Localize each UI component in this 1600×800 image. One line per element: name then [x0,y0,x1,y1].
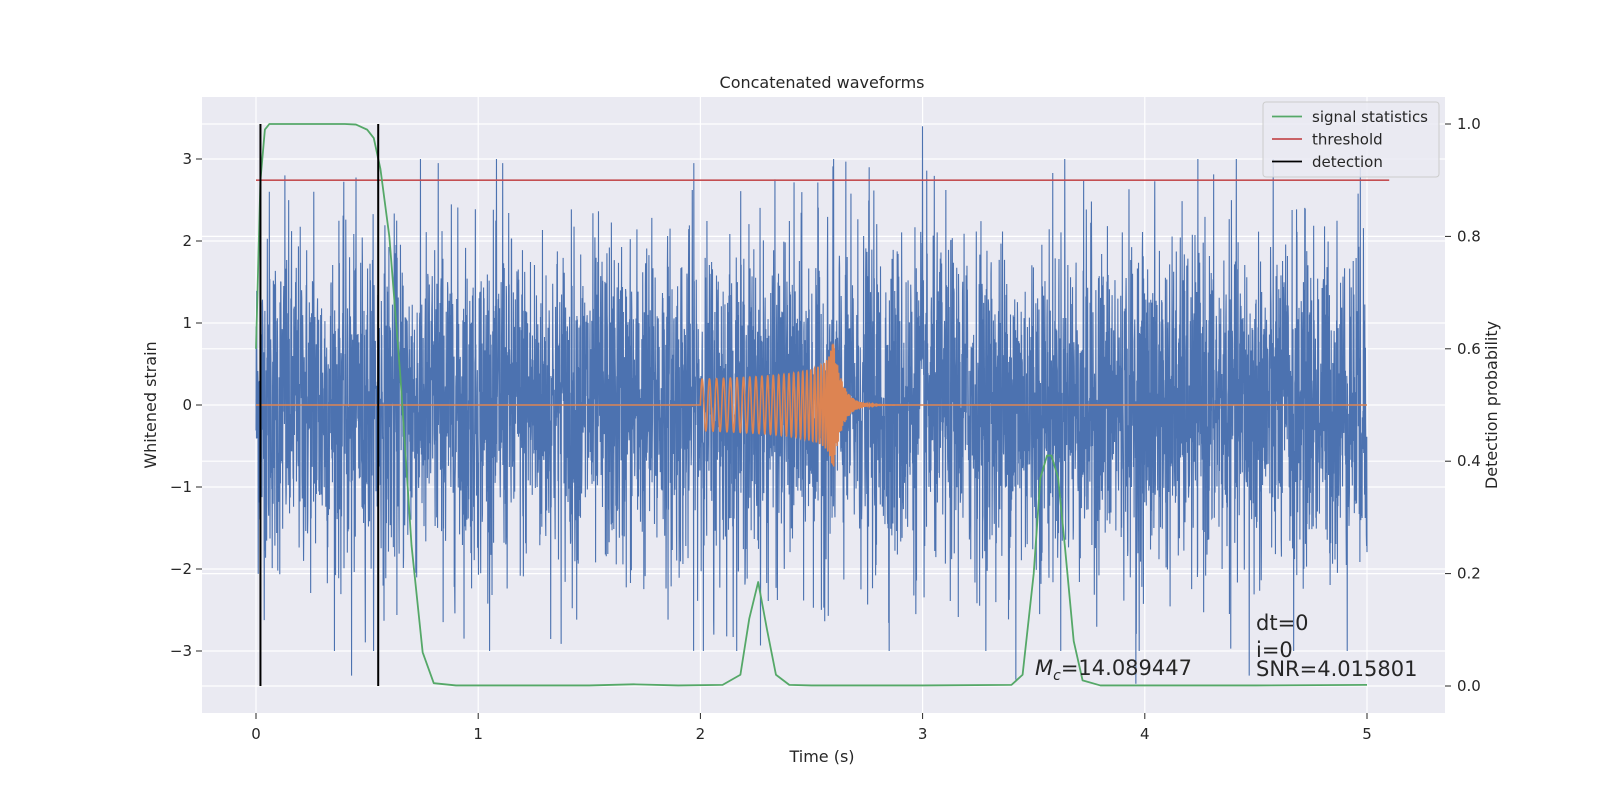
y2-axis-label: Detection probability [1482,321,1501,489]
signal-statistics-line [255,123,1368,687]
y-tick-label: −3 [170,642,192,660]
y-axis-label: Whitened strain [141,341,160,468]
strain-line [255,126,1368,684]
legend: signal statistics threshold detection [1262,101,1440,178]
x-tick-label: 1 [473,725,483,743]
y-tick-label: 2 [182,232,192,250]
x-tick-label: 0 [251,725,261,743]
x-tick-label: 3 [918,725,928,743]
chirp-mass-value: =14.089447 [1061,656,1192,680]
chart-title: Concatenated waveforms [720,73,925,92]
chirp-mass-subscript: c [1053,668,1061,684]
series-layer [255,123,1390,687]
chirp-mass-annotation: Mc=14.089447 [1035,656,1192,684]
chirp-mass-symbol: M [1035,656,1053,680]
x-axis-label: Time (s) [788,747,854,766]
y-tick-label: −1 [170,478,192,496]
y-tick-label: 0 [182,396,192,414]
y2-tick-label: 0.2 [1457,565,1481,583]
x-tick-label: 5 [1362,725,1372,743]
x-tick-label: 4 [1140,725,1150,743]
y-tick-label: 1 [182,314,192,332]
x-tick-label: 2 [696,725,706,743]
legend-box [1262,101,1440,178]
y-tick-label: 3 [182,150,192,168]
y2-tick-label: 1.0 [1457,115,1481,133]
y2-tick-label: 0.8 [1457,227,1481,245]
y2-tick-label: 0.0 [1457,677,1481,695]
ticks-layer: 0 1 2 3 4 5 −3 −2 −1 0 1 2 3 0.0 0.2 0.4 0.6 0.8 1.0 [170,115,1481,743]
legend-label-threshold: threshold [1312,131,1383,149]
legend-label-signal-statistics: signal statistics [1312,108,1428,126]
i-annotation: i=0 [1256,638,1293,662]
dt-annotation: dt=0 [1256,611,1309,635]
injected-waveform-line [256,342,1368,467]
legend-label-detection: detection [1312,153,1383,171]
snr-annotation: SNR=4.015801 [1256,657,1417,681]
annotations: Mc=14.089447 dt=0 i=0 SNR=4.015801 [1035,611,1417,684]
y2-tick-label: 0.6 [1457,340,1481,358]
y2-tick-label: 0.4 [1457,452,1481,470]
y-tick-label: −2 [170,560,192,578]
